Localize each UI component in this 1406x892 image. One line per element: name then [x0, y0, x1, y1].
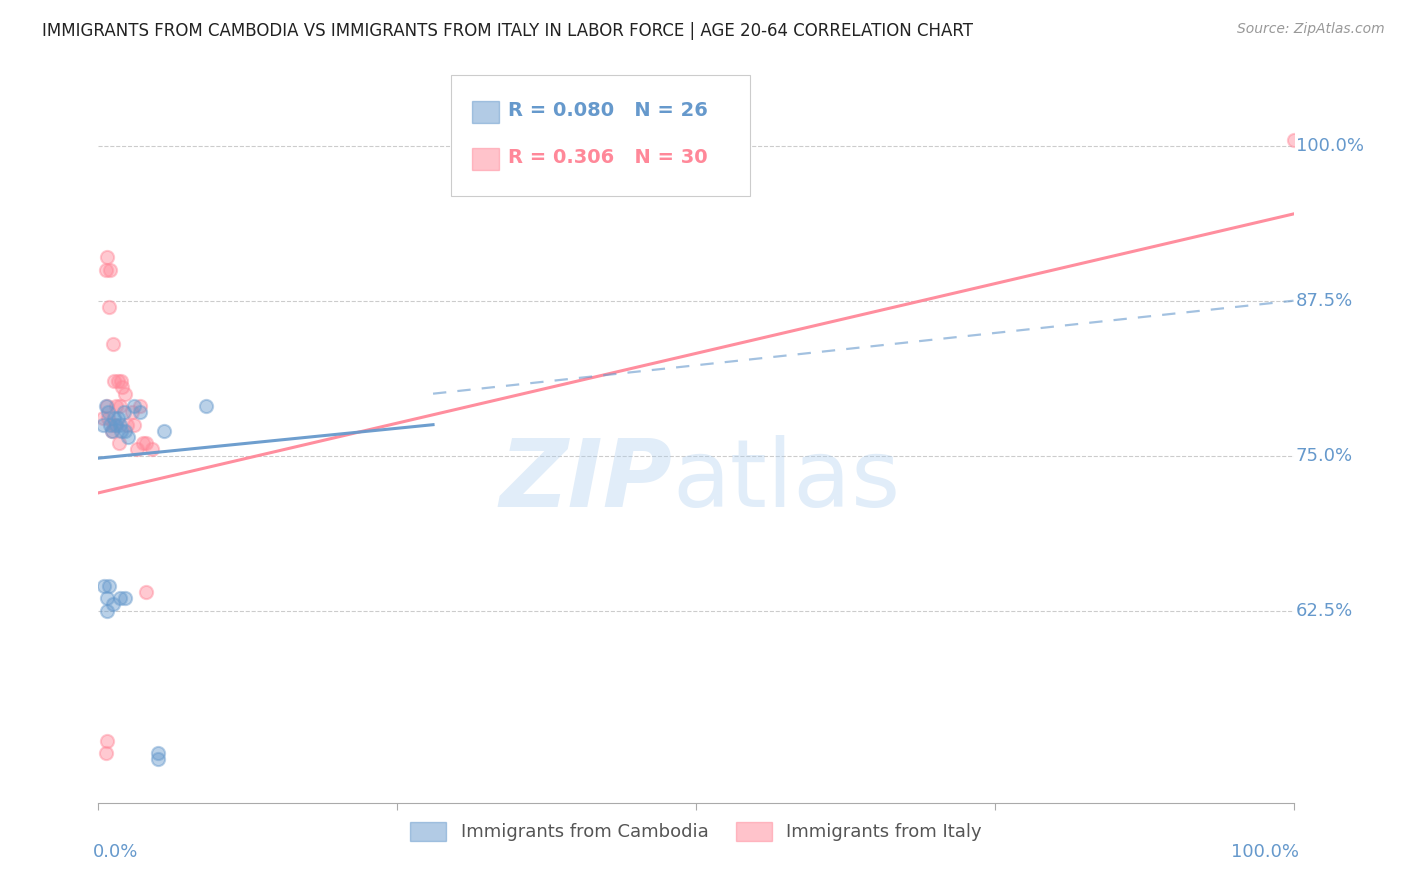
Point	[105, 399, 128, 413]
Point	[124, 399, 146, 413]
Point	[100, 424, 122, 438]
Point	[93, 579, 115, 593]
Point	[195, 399, 218, 413]
Text: IMMIGRANTS FROM CAMBODIA VS IMMIGRANTS FROM ITALY IN LABOR FORCE | AGE 20-64 COR: IMMIGRANTS FROM CAMBODIA VS IMMIGRANTS F…	[42, 22, 973, 40]
Text: R = 0.306   N = 30: R = 0.306 N = 30	[509, 148, 709, 167]
Point	[98, 579, 121, 593]
Point	[98, 417, 122, 432]
Point	[101, 598, 124, 612]
Point	[129, 405, 152, 419]
Point	[91, 417, 114, 432]
Text: 75.0%: 75.0%	[1296, 447, 1353, 465]
Point	[148, 752, 170, 766]
Text: 0.0%: 0.0%	[93, 843, 138, 861]
Point	[112, 405, 135, 419]
Point	[114, 424, 136, 438]
Point	[107, 411, 129, 425]
Bar	[472, 148, 499, 170]
Point	[94, 399, 117, 413]
Text: R = 0.080   N = 26: R = 0.080 N = 26	[509, 101, 709, 120]
Point	[131, 436, 153, 450]
Legend: Immigrants from Cambodia, Immigrants from Italy: Immigrants from Cambodia, Immigrants fro…	[404, 814, 988, 848]
Point	[91, 411, 114, 425]
Text: ZIP: ZIP	[499, 435, 672, 527]
Point	[108, 417, 131, 432]
Point	[96, 591, 118, 606]
Point	[100, 424, 122, 438]
Point	[141, 442, 163, 457]
Point	[111, 380, 134, 394]
Point	[97, 405, 120, 419]
Point	[114, 591, 136, 606]
Text: 100.0%: 100.0%	[1296, 136, 1364, 154]
Point	[96, 399, 118, 413]
Text: atlas: atlas	[672, 435, 900, 527]
Point	[103, 374, 125, 388]
Point	[115, 417, 138, 432]
Point	[98, 262, 122, 277]
Point	[103, 411, 125, 425]
Point	[108, 591, 131, 606]
Bar	[472, 101, 499, 122]
Text: 62.5%: 62.5%	[1296, 601, 1353, 620]
Point	[124, 417, 146, 432]
Point	[94, 262, 117, 277]
Point	[110, 374, 132, 388]
Text: Source: ZipAtlas.com: Source: ZipAtlas.com	[1237, 22, 1385, 37]
Point	[1282, 132, 1305, 146]
Point	[108, 399, 131, 413]
Point	[117, 430, 139, 444]
FancyBboxPatch shape	[451, 75, 749, 195]
Point	[103, 417, 125, 432]
Point	[110, 424, 132, 438]
Point	[153, 424, 176, 438]
Point	[135, 585, 157, 599]
Point	[107, 374, 129, 388]
Point	[125, 442, 148, 457]
Point	[101, 337, 124, 351]
Point	[105, 417, 128, 432]
Point	[96, 250, 118, 264]
Point	[121, 405, 143, 419]
Point	[114, 386, 136, 401]
Point	[97, 411, 120, 425]
Point	[135, 436, 157, 450]
Point	[94, 746, 117, 760]
Point	[98, 300, 121, 314]
Point	[96, 604, 118, 618]
Text: 100.0%: 100.0%	[1232, 843, 1299, 861]
Text: 87.5%: 87.5%	[1296, 292, 1353, 310]
Point	[129, 399, 152, 413]
Point	[148, 746, 170, 760]
Point	[107, 436, 129, 450]
Point	[96, 734, 118, 748]
